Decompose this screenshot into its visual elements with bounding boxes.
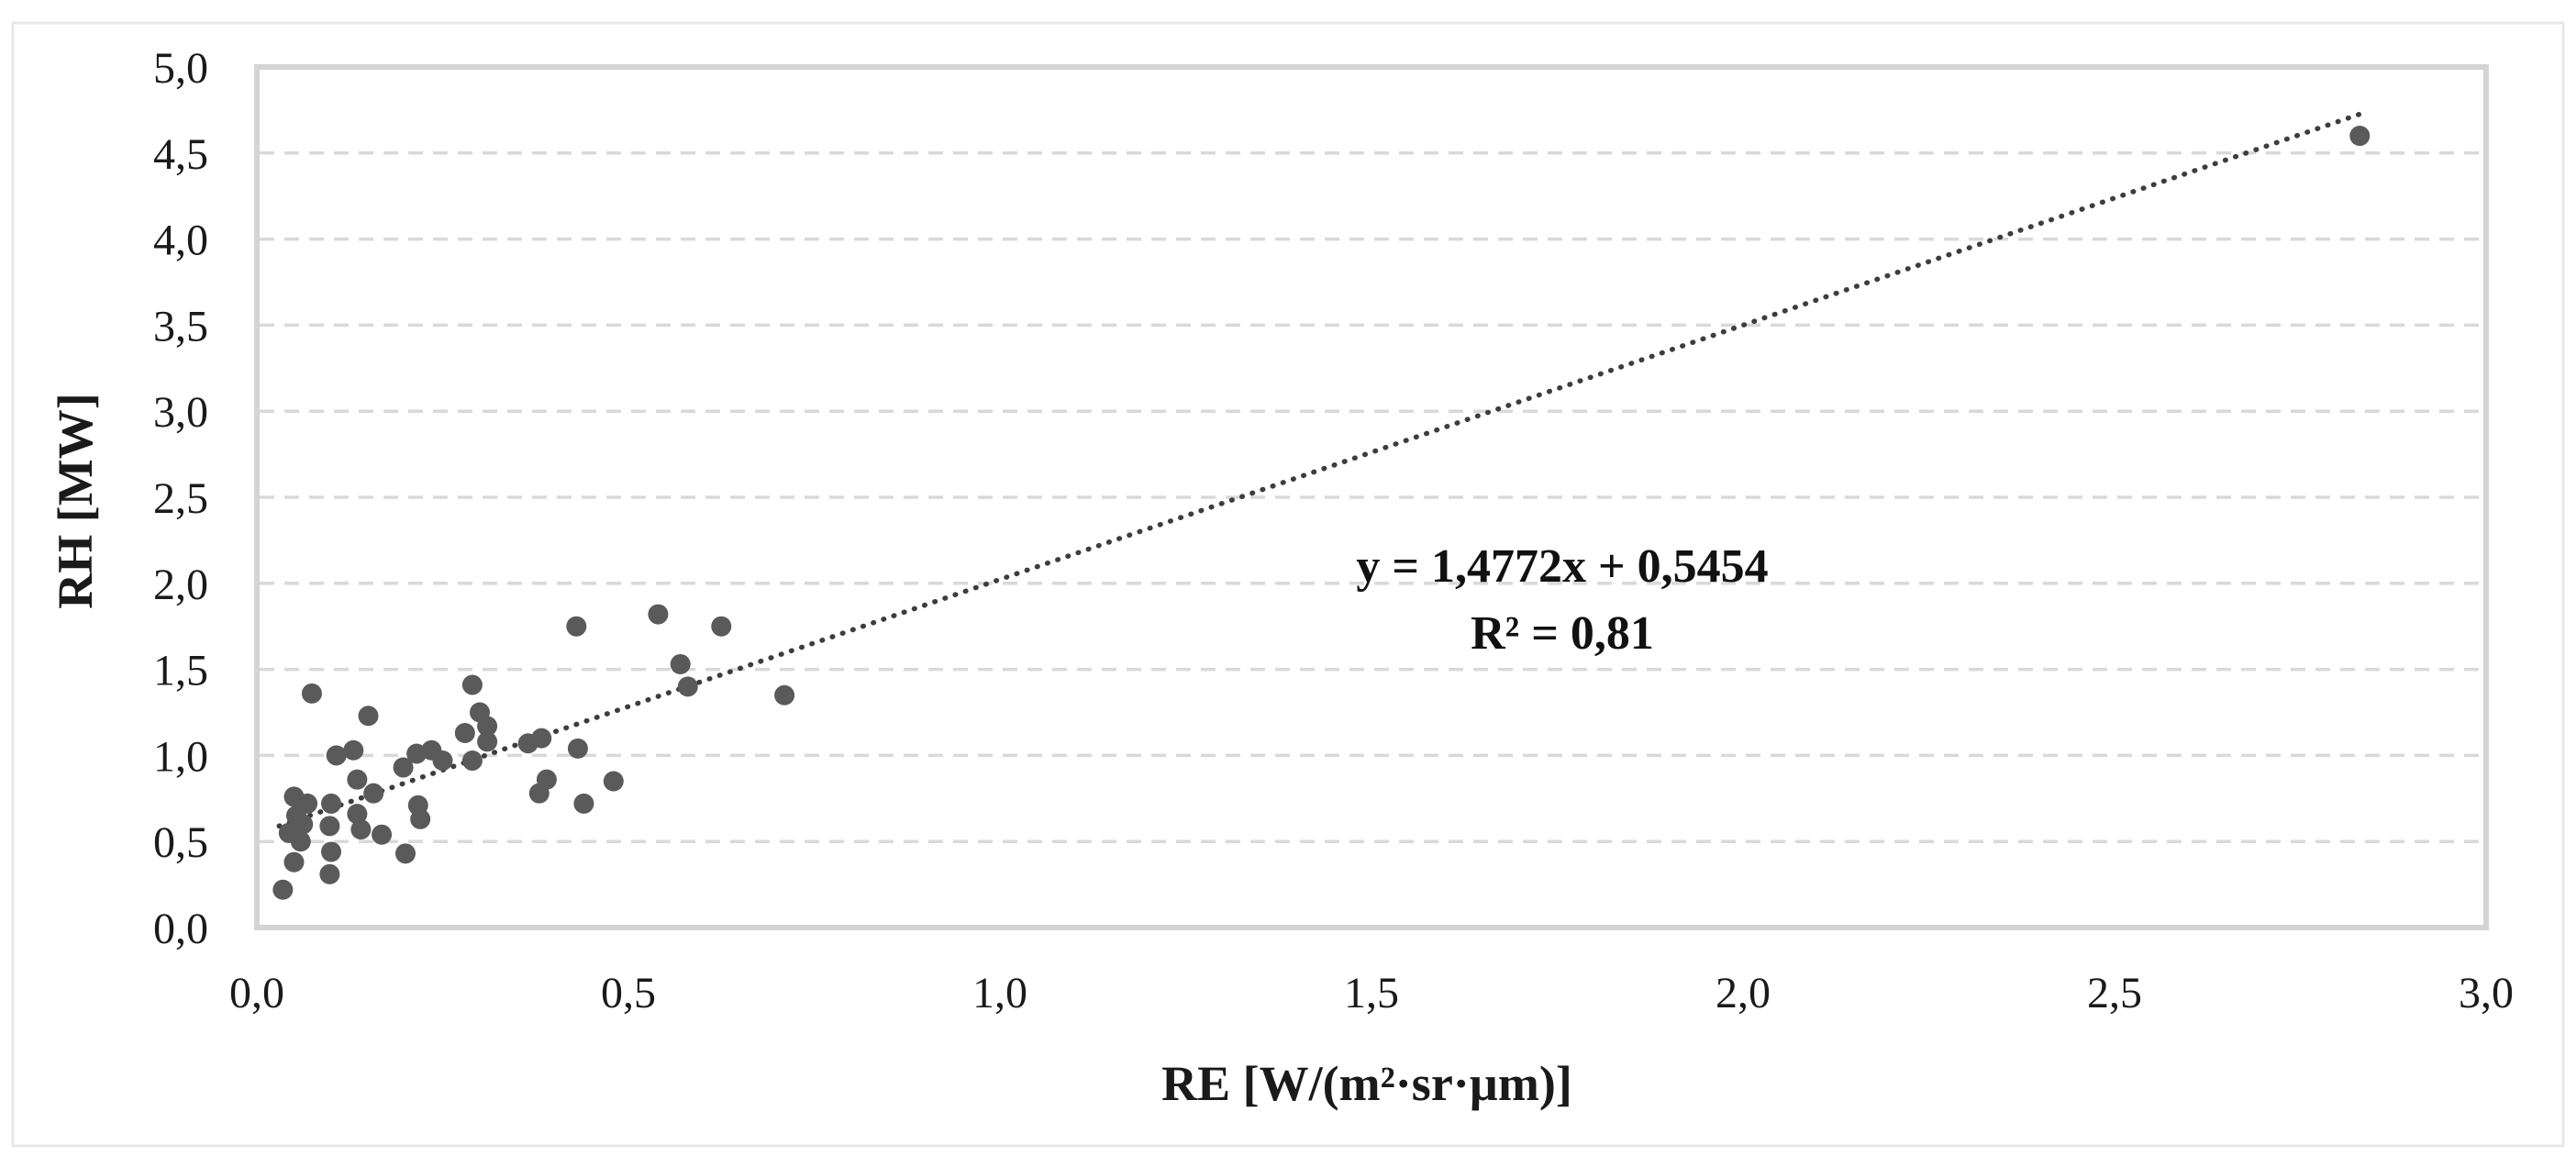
scatter-point xyxy=(293,814,314,835)
scatter-point xyxy=(283,851,305,872)
y-tick-label: 3,0 xyxy=(153,388,208,437)
scatter-point xyxy=(272,879,294,900)
x-tick-label: 3,0 xyxy=(2459,969,2514,1017)
scatter-point xyxy=(358,706,379,727)
scatter-point xyxy=(677,676,698,697)
scatter-point xyxy=(372,824,393,845)
x-tick-label: 2,0 xyxy=(1715,969,1771,1017)
y-tick-label: 5,0 xyxy=(153,44,208,93)
trendline-dotted-line xyxy=(276,108,2371,829)
scatter-point xyxy=(321,841,341,862)
scatter-point xyxy=(774,684,795,706)
y-tick-label: 1,0 xyxy=(153,732,208,781)
scatter-point xyxy=(536,769,557,790)
y-axis-title: RH [MW] xyxy=(48,393,103,608)
scatter-point xyxy=(290,831,311,852)
x-tick-label: 2,5 xyxy=(2087,969,2142,1017)
y-tick-label: 2,5 xyxy=(153,474,208,523)
y-tick-label: 4,0 xyxy=(153,217,208,265)
x-axis-title: RE [W/(m²·sr·µm)] xyxy=(1161,1056,1572,1111)
scatter-point xyxy=(603,771,624,792)
scatter-point xyxy=(347,769,368,790)
plot-area xyxy=(254,64,2489,930)
scatter-point xyxy=(297,793,318,814)
y-tick-label: 4,5 xyxy=(153,130,208,179)
scatter-point xyxy=(321,793,341,814)
y-axis-tick-labels: 0,0 0,5 1,0 1,5 2,0 2,5 3,0 3,5 4,0 4,5 5,0 xyxy=(153,44,208,953)
scatter-point xyxy=(461,674,483,695)
scatter-point xyxy=(395,843,416,864)
scatter-point xyxy=(477,731,498,752)
scatter-point xyxy=(648,604,669,625)
scatter-point xyxy=(432,750,453,772)
y-tick-label: 0,5 xyxy=(153,818,208,867)
y-tick-label: 1,5 xyxy=(153,647,208,695)
scatter-point xyxy=(319,816,340,837)
scatter-point xyxy=(326,745,347,766)
scatter-point xyxy=(2349,126,2371,147)
x-tick-label: 1,0 xyxy=(972,969,1027,1017)
x-tick-label: 1,5 xyxy=(1344,969,1399,1017)
scatter-point xyxy=(363,783,384,804)
y-tick-label: 2,0 xyxy=(153,561,208,609)
scatter-point xyxy=(454,723,475,744)
scatter-point xyxy=(566,616,587,637)
y-tick-label: 3,5 xyxy=(153,302,208,350)
scatter-point xyxy=(670,653,691,674)
scatter-point xyxy=(461,750,483,772)
x-tick-label: 0,5 xyxy=(601,969,656,1017)
scatter-point xyxy=(319,863,340,884)
scatter-point xyxy=(410,808,431,829)
trendline-equation-label: y = 1,4772x + 0,5454 xyxy=(1356,540,1768,593)
scatter-point xyxy=(350,819,372,840)
scatter-point xyxy=(393,757,414,778)
scatter-point xyxy=(301,683,322,704)
scatter-point xyxy=(573,793,594,814)
scatter-point xyxy=(347,804,368,825)
scatter-point xyxy=(531,728,552,749)
scatter-point xyxy=(711,616,732,637)
data-points xyxy=(272,126,2371,900)
x-axis-tick-labels: 0,0 0,5 1,0 1,5 2,0 2,5 3,0 xyxy=(229,969,2514,1017)
x-tick-label: 0,0 xyxy=(229,969,284,1017)
scatter-point xyxy=(343,739,364,761)
y-tick-label: 0,0 xyxy=(153,905,208,953)
trendline-r2-label: R² = 0,81 xyxy=(1471,607,1654,660)
trendline xyxy=(276,108,2371,829)
scatter-point xyxy=(567,738,588,759)
scatter-point xyxy=(477,716,498,737)
